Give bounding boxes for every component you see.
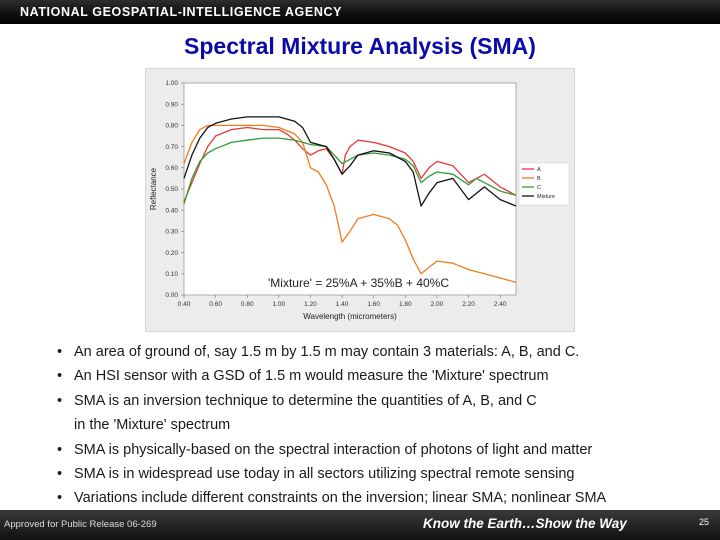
bullet-text: SMA is an inversion technique to determi… <box>74 392 537 409</box>
header-bar: NATIONAL GEOSPATIAL-INTELLIGENCE AGENCY <box>0 0 720 24</box>
bullet-dot-icon: • <box>57 441 63 458</box>
release-notice: Approved for Public Release 06-269 <box>4 519 157 530</box>
x-tick-label: 0.60 <box>209 301 222 308</box>
x-tick-label: 2.40 <box>494 301 507 308</box>
y-tick-label: 0.30 <box>165 229 178 236</box>
y-axis-label: Reflectance <box>149 167 158 210</box>
x-tick-label: 1.00 <box>273 301 286 308</box>
plot-area <box>183 82 517 296</box>
chart-annotation: 'Mixture' = 25%A + 35%B + 40%C <box>267 276 449 290</box>
bullet-item: • Variations include different constraint… <box>54 486 694 510</box>
series-line-b <box>183 124 517 283</box>
y-tick-label: 0.70 <box>165 144 178 151</box>
bullet-text: An HSI sensor with a GSD of 1.5 m would … <box>74 368 549 385</box>
bullet-item: • SMA is physically-based on the spectral… <box>54 438 694 462</box>
legend-label: Mixture <box>537 194 555 200</box>
slide-title: Spectral Mixture Analysis (SMA) <box>184 33 536 59</box>
bullet-dot-icon: • <box>57 466 63 483</box>
x-axis-label: Wavelength (micrometers) <box>303 312 397 321</box>
x-tick-label: 2.20 <box>462 301 475 308</box>
y-tick-label: 0.50 <box>165 186 178 193</box>
y-tick-label: 0.10 <box>165 271 178 278</box>
footer-bar: Approved for Public Release 06-269 Know … <box>0 510 720 540</box>
x-tick-label: 0.40 <box>178 301 191 308</box>
y-tick-label: 0.60 <box>165 165 178 172</box>
bullet-continuation: in the 'Mixture' spectrum <box>74 417 231 434</box>
x-tick-label: 0.80 <box>241 301 254 308</box>
legend-box <box>518 162 570 206</box>
bullet-text: Variations include different constraints… <box>74 490 607 507</box>
bullet-dot-icon: • <box>57 392 63 409</box>
bullet-item: • SMA is an inversion technique to determ… <box>54 389 694 413</box>
y-tick-label: 1.00 <box>165 80 178 87</box>
agency-name: NATIONAL GEOSPATIAL-INTELLIGENCE AGENCY <box>20 5 343 19</box>
bullet-item: • An area of ground of, say 1.5 m by 1.5 … <box>54 340 694 364</box>
bullet-dot-icon: • <box>57 368 63 385</box>
y-tick-label: 0.40 <box>165 207 178 214</box>
legend-label: B <box>537 176 541 182</box>
bullet-text: An area of ground of, say 1.5 m by 1.5 m… <box>74 344 580 360</box>
bullet-dot-icon: • <box>57 490 63 507</box>
x-tick-label: 1.60 <box>367 301 380 308</box>
legend-label: A <box>537 167 541 173</box>
page-number: 25 <box>698 517 709 527</box>
bullet-list: • An area of ground of, say 1.5 m by 1.5 … <box>54 340 694 511</box>
tagline: Know the Earth…Show the Way <box>423 516 627 531</box>
chart-svg: 0.00 0.10 0.20 0.30 0.40 0.50 0.60 0.70 0.80 0.90… <box>149 80 570 321</box>
x-tick-label: 1.20 <box>304 301 317 308</box>
spectral-chart: 0.00 0.10 0.20 0.30 0.40 0.50 0.60 0.70 0.80 0.90… <box>145 68 575 332</box>
series-line-c <box>183 137 517 204</box>
bullet-text: SMA is physically-based on the spectral … <box>74 441 593 458</box>
legend-label: C <box>537 185 541 191</box>
bullet-text: SMA is in widespread use today in all se… <box>74 466 575 483</box>
bullet-dot-icon: • <box>57 344 63 360</box>
x-tick-label: 1.80 <box>399 301 412 308</box>
y-tick-label: 0.90 <box>165 101 178 108</box>
y-tick-label: 0.00 <box>165 292 178 299</box>
bullet-item: • SMA is in widespread use today in all s… <box>54 462 694 486</box>
series-line-mixture <box>183 116 517 207</box>
x-tick-label: 2.00 <box>431 301 444 308</box>
bullet-item: • An HSI sensor with a GSD of 1.5 m would… <box>54 364 694 388</box>
y-tick-label: 0.20 <box>165 250 178 257</box>
y-tick-label: 0.80 <box>165 123 178 130</box>
x-tick-label: 1.40 <box>336 301 349 308</box>
